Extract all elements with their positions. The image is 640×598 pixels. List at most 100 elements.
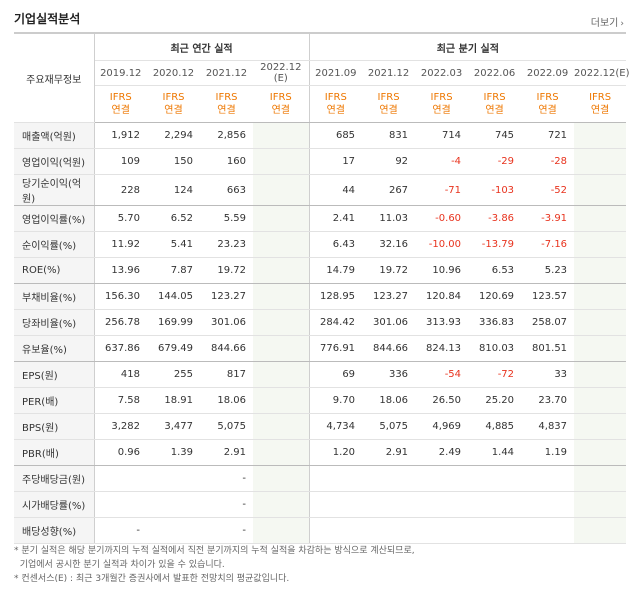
row-label-text: PER(배) xyxy=(22,397,59,408)
consolidated-label: 연결 xyxy=(111,105,130,116)
annual-value-cell: 3,477 xyxy=(147,413,200,440)
row-label: 당좌비율(%) xyxy=(14,309,95,336)
group-header-row: 주요재무정보 최근 연간 실적 최근 분기 실적 xyxy=(14,32,627,123)
more-label: 더보기 xyxy=(590,18,619,29)
row-label-text: 배당성향(%) xyxy=(22,527,77,538)
annual-value-cell xyxy=(253,491,310,518)
quarter-value-cell: 824.13 xyxy=(415,335,469,362)
consolidated-label: 연결 xyxy=(271,105,290,116)
annual-value-cell: 301.06 xyxy=(200,309,253,336)
ifrs-cell: IFRS 연결 xyxy=(253,85,310,123)
table-row: PBR(배) 0.96 1.39 2.91 1.20 2.91 2.49 1.44 1.19 xyxy=(14,439,627,466)
quarter-value-cell: 2.91 xyxy=(362,439,416,466)
annual-value-cell xyxy=(253,387,310,414)
quarter-period: 2021.09 xyxy=(309,60,363,86)
period-label: 2022.03 xyxy=(420,67,463,79)
quarter-value-cell: -52 xyxy=(521,174,575,206)
annual-value-cell: 637.86 xyxy=(94,335,147,362)
period-label: 2022.09 xyxy=(526,67,569,79)
annual-value-cell: 13.96 xyxy=(94,257,147,284)
table-row: 당좌비율(%) 256.78 169.99 301.06 284.42 301.06 313… xyxy=(14,309,627,336)
quarter-value-cell: 801.51 xyxy=(521,335,575,362)
quarter-value-cell: 14.79 xyxy=(309,257,363,284)
period-label: 2020.12 xyxy=(152,67,195,79)
chevron-right-icon: › xyxy=(620,19,624,29)
quarter-value-cell xyxy=(521,517,575,544)
quarter-value-cell: 128.95 xyxy=(309,283,363,310)
ifrs-label: IFRS xyxy=(215,92,238,103)
row-label-text: BPS(원) xyxy=(22,423,59,434)
quarter-value-cell xyxy=(574,387,627,414)
consolidated-label: 연결 xyxy=(326,105,345,116)
quarter-value-cell: -13.79 xyxy=(468,231,522,258)
quarter-value-cell: 33 xyxy=(521,361,575,388)
more-link[interactable]: 더보기 › xyxy=(591,14,624,29)
quarter-value-cell: -103 xyxy=(468,174,522,206)
quarter-value-cell: 336 xyxy=(362,361,416,388)
table-row: 영업이익률(%) 5.70 6.52 5.59 2.41 11.03 -0.60 -3.86-… xyxy=(14,205,627,232)
row-label-text: PBR(배) xyxy=(22,449,59,460)
ifrs-row: IFRS 연결 IFRS 연결 IFRS 연결 IFRS 연결 IFRS 연결 IFRS 연결 IFRS… xyxy=(14,85,627,123)
quarter-value-cell xyxy=(574,283,627,310)
annual-value-cell: 2,856 xyxy=(200,122,253,149)
annual-value-cell: 256.78 xyxy=(94,309,147,336)
quarter-period: 2022.09 xyxy=(521,60,575,86)
annual-value-cell xyxy=(147,491,200,518)
annual-value-cell: 11.92 xyxy=(94,231,147,258)
quarter-value-cell: 313.93 xyxy=(415,309,469,336)
ifrs-label: IFRS xyxy=(162,92,185,103)
annual-period: 2019.12 xyxy=(94,60,147,86)
quarter-value-cell: 336.83 xyxy=(468,309,522,336)
annual-value-cell: - xyxy=(200,517,253,544)
row-label-text: EPS(원) xyxy=(22,371,58,382)
quarter-value-cell: 32.16 xyxy=(362,231,416,258)
row-label: 주당배당금(원) xyxy=(14,465,95,492)
ifrs-label: IFRS xyxy=(269,92,292,103)
quarter-value-cell xyxy=(309,517,363,544)
quarter-value-cell xyxy=(574,148,627,175)
estimate-mark: (E) xyxy=(615,67,630,79)
quarter-value-cell: 44 xyxy=(309,174,363,206)
quarter-group-header: 최근 분기 실적 xyxy=(309,32,627,61)
annual-value-cell xyxy=(253,335,310,362)
quarter-value-cell: 267 xyxy=(362,174,416,206)
ifrs-label: IFRS xyxy=(109,92,132,103)
table-row: ROE(%) 13.96 7.87 19.72 14.79 19.72 10.96 6.53 5… xyxy=(14,257,627,284)
footnotes: * 분기 실적은 해당 분기까지의 누적 실적에서 직전 분기까지의 누적 실적… xyxy=(14,544,626,586)
quarter-value-cell xyxy=(574,174,627,206)
quarter-value-cell xyxy=(574,205,627,232)
quarter-value-cell: -3.91 xyxy=(521,205,575,232)
quarter-value-cell: -3.86 xyxy=(468,205,522,232)
consolidated-label: 연결 xyxy=(485,105,504,116)
table-row: 당기순이익(억원) 228 124 663 44 267 -71 -103 -52 xyxy=(14,174,627,206)
period-label: 2019.12 xyxy=(100,67,142,79)
table-row: PER(배) 7.58 18.91 18.06 9.70 18.06 26.50 25.20 2… xyxy=(14,387,627,414)
quarter-value-cell xyxy=(468,465,522,492)
section-header: 기업실적분석 더보기 › xyxy=(14,8,626,29)
quarter-value-cell: 1.44 xyxy=(468,439,522,466)
quarter-value-cell: 721 xyxy=(521,122,575,149)
annual-value-cell: 7.58 xyxy=(94,387,147,414)
quarter-period: 2022.06 xyxy=(468,60,522,86)
quarter-value-cell: 1.19 xyxy=(521,439,575,466)
annual-value-cell xyxy=(253,517,310,544)
ifrs-cell: IFRS 연결 xyxy=(94,85,147,123)
row-label: PBR(배) xyxy=(14,439,95,466)
table-row: 배당성향(%) - - xyxy=(14,517,627,544)
row-label-text: 영업이익(억원) xyxy=(22,158,86,169)
row-label-text: 순이익률(%) xyxy=(22,241,77,252)
quarter-value-cell: 5.23 xyxy=(521,257,575,284)
quarter-value-cell xyxy=(362,517,416,544)
row-label-text: 당좌비율(%) xyxy=(22,319,77,330)
footnote-2: 기업에서 공시한 분기 실적과 차이가 있을 수 있습니다. xyxy=(14,560,225,570)
quarter-value-cell: -28 xyxy=(521,148,575,175)
annual-value-cell: 2,294 xyxy=(147,122,200,149)
quarter-period: 2022.03 xyxy=(415,60,469,86)
table-row: EPS(원) 418 255 817 69 336 -54 -72 33 xyxy=(14,361,627,388)
quarter-value-cell: 5,075 xyxy=(362,413,416,440)
annual-value-cell: 150 xyxy=(147,148,200,175)
annual-value-cell: 19.72 xyxy=(200,257,253,284)
quarter-value-cell: 810.03 xyxy=(468,335,522,362)
ifrs-label: IFRS xyxy=(377,92,400,103)
table-row: 영업이익(억원) 109 150 160 17 92 -4 -29 -28 xyxy=(14,148,627,175)
